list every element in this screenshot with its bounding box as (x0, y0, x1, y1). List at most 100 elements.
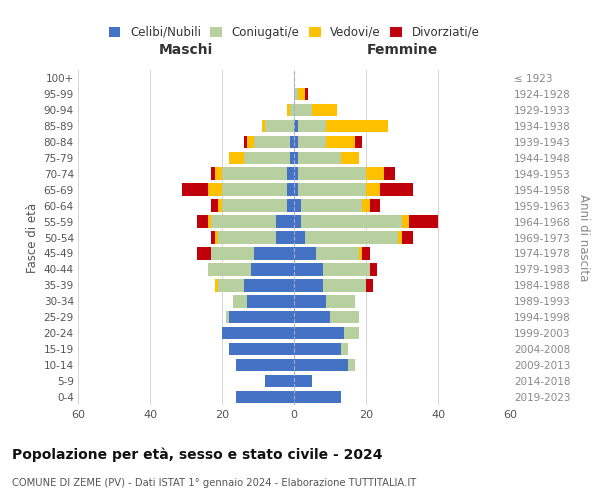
Bar (301, 216, 402, 228)
Bar (247, 295, 294, 308)
Bar (197, 247, 211, 260)
Bar (294, 136, 298, 148)
Bar (211, 232, 215, 243)
Bar (316, 247, 359, 260)
Bar (226, 311, 229, 324)
Bar (287, 168, 294, 180)
Bar (294, 232, 305, 243)
Bar (208, 263, 251, 276)
Bar (236, 391, 294, 403)
Bar (305, 232, 398, 243)
Bar (276, 232, 294, 243)
Bar (222, 200, 287, 212)
Legend: Celibi/Nubili, Coniugati/e, Vedovi/e, Divorziati/e: Celibi/Nubili, Coniugati/e, Vedovi/e, Di… (105, 22, 483, 42)
Bar (326, 136, 355, 148)
Bar (287, 200, 294, 212)
Bar (359, 247, 362, 260)
Bar (294, 152, 298, 164)
Bar (236, 359, 294, 372)
Bar (326, 295, 355, 308)
Bar (222, 327, 294, 340)
Bar (211, 247, 254, 260)
Bar (370, 200, 380, 212)
Bar (294, 200, 301, 212)
Bar (229, 311, 294, 324)
Bar (265, 375, 294, 388)
Bar (222, 184, 287, 196)
Bar (208, 184, 222, 196)
Bar (298, 152, 341, 164)
Bar (218, 232, 276, 243)
Bar (294, 359, 348, 372)
Bar (294, 168, 298, 180)
Bar (294, 104, 312, 116)
Bar (298, 168, 366, 180)
Bar (355, 136, 362, 148)
Bar (294, 263, 323, 276)
Bar (298, 88, 305, 100)
Bar (380, 184, 413, 196)
Bar (294, 120, 298, 132)
Bar (251, 263, 294, 276)
Bar (244, 279, 294, 291)
Bar (323, 279, 366, 291)
Bar (215, 232, 218, 243)
Bar (197, 216, 208, 228)
Bar (244, 136, 247, 148)
Bar (290, 104, 294, 116)
Bar (182, 184, 208, 196)
Bar (348, 359, 355, 372)
Bar (298, 136, 326, 148)
Bar (402, 216, 409, 228)
Y-axis label: Fasce di età: Fasce di età (26, 202, 40, 272)
Bar (215, 168, 222, 180)
Bar (290, 152, 294, 164)
Bar (262, 120, 265, 132)
Bar (330, 311, 359, 324)
Bar (233, 295, 247, 308)
Bar (294, 327, 344, 340)
Bar (370, 263, 377, 276)
Bar (294, 184, 298, 196)
Bar (294, 216, 301, 228)
Bar (362, 200, 370, 212)
Bar (287, 104, 290, 116)
Text: Femmine: Femmine (367, 42, 437, 56)
Bar (366, 168, 384, 180)
Bar (211, 168, 215, 180)
Bar (344, 327, 359, 340)
Bar (211, 200, 218, 212)
Bar (294, 311, 330, 324)
Bar (229, 152, 244, 164)
Bar (265, 120, 294, 132)
Bar (298, 120, 326, 132)
Bar (294, 247, 316, 260)
Bar (398, 232, 402, 243)
Bar (276, 216, 294, 228)
Bar (294, 279, 323, 291)
Bar (298, 184, 366, 196)
Bar (208, 216, 211, 228)
Bar (384, 168, 395, 180)
Bar (366, 184, 380, 196)
Bar (305, 88, 308, 100)
Bar (254, 247, 294, 260)
Bar (254, 136, 290, 148)
Bar (222, 168, 287, 180)
Bar (294, 88, 298, 100)
Bar (409, 216, 438, 228)
Bar (218, 279, 244, 291)
Bar (287, 184, 294, 196)
Bar (301, 200, 362, 212)
Bar (218, 200, 222, 212)
Y-axis label: Anni di nascita: Anni di nascita (577, 194, 590, 281)
Bar (215, 279, 218, 291)
Bar (247, 136, 254, 148)
Bar (294, 343, 341, 355)
Bar (294, 391, 341, 403)
Bar (341, 343, 348, 355)
Bar (290, 136, 294, 148)
Bar (402, 232, 413, 243)
Bar (294, 295, 326, 308)
Text: Maschi: Maschi (159, 42, 213, 56)
